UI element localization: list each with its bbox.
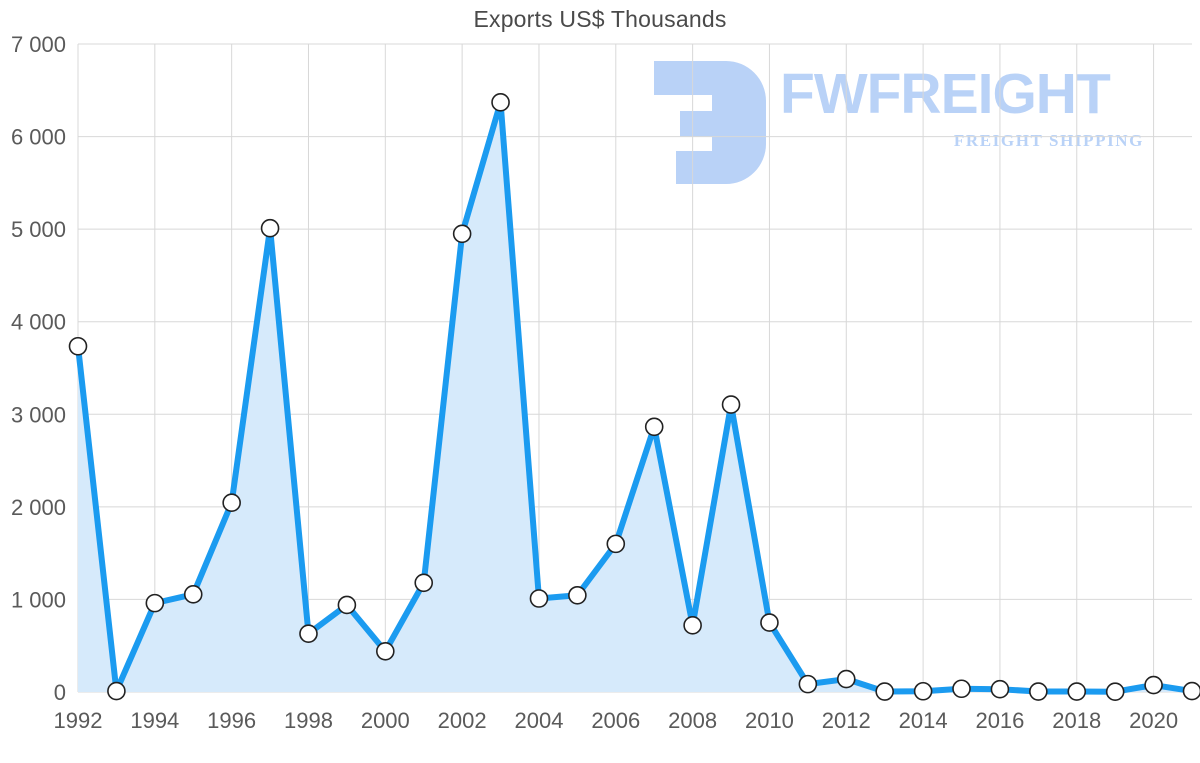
data-point-marker (606, 534, 626, 554)
data-point-marker (721, 395, 741, 414)
data-point-marker (952, 679, 971, 699)
x-axis-tick-label: 1996 (207, 708, 256, 733)
data-point-marker (913, 681, 933, 701)
y-axis-tick-label: 5 000 (11, 217, 66, 242)
x-axis-tick-label: 2016 (975, 708, 1024, 733)
x-axis-tick-label: 2012 (822, 708, 871, 733)
data-point-marker (568, 585, 587, 605)
data-point-marker (1144, 675, 1163, 695)
x-axis-tick-label: 1992 (54, 708, 103, 733)
data-point-marker (376, 641, 395, 661)
y-axis-tick-label: 7 000 (11, 32, 66, 57)
data-point-marker (107, 681, 126, 701)
y-axis-tick-label: 2 000 (11, 495, 66, 520)
data-point-marker (452, 224, 472, 244)
data-point-marker (1029, 682, 1048, 701)
data-point-marker (683, 616, 702, 635)
data-markers (68, 93, 1200, 702)
x-axis-tick-label: 2004 (514, 708, 563, 733)
data-point-marker (836, 669, 856, 689)
x-axis-tick-label: 2002 (438, 708, 487, 733)
data-point-marker (1105, 682, 1125, 702)
data-point-marker (145, 593, 165, 613)
y-axis-labels: 0 1 000 2 000 3 000 4 000 5 000 6 000 7 000 (11, 32, 66, 705)
y-axis-tick-label: 1 000 (11, 587, 66, 612)
x-axis-tick-label: 2010 (745, 708, 794, 733)
x-axis-tick-label: 2018 (1052, 708, 1101, 733)
data-point-marker (491, 93, 510, 112)
data-point-marker (990, 679, 1010, 699)
data-point-marker (183, 585, 203, 604)
area-fill-path (78, 102, 1192, 692)
data-point-marker (337, 595, 357, 615)
x-axis-tick-label: 2014 (899, 708, 948, 733)
y-axis-tick-label: 6 000 (11, 125, 66, 150)
data-point-marker (1067, 682, 1087, 701)
y-axis-tick-label: 3 000 (11, 402, 66, 427)
x-axis-tick-label: 1994 (130, 708, 179, 733)
data-point-marker (760, 613, 779, 632)
data-point-marker (798, 674, 818, 694)
x-axis-tick-label: 2006 (591, 708, 640, 733)
x-axis-tick-label: 2008 (668, 708, 717, 733)
data-point-marker (1182, 681, 1200, 701)
x-axis-labels: 1992 1994 1996 1998 2000 2002 2004 2006 2008 2010… (54, 708, 1179, 733)
data-point-marker (68, 336, 88, 356)
area-fill (78, 102, 1192, 692)
data-point-marker (875, 682, 894, 701)
x-axis-tick-label: 2020 (1129, 708, 1178, 733)
y-axis-tick-label: 0 (54, 680, 66, 705)
data-point-marker (299, 624, 318, 643)
y-axis-tick-label: 4 000 (11, 310, 66, 335)
data-point-marker (529, 589, 549, 608)
data-point-marker (644, 417, 664, 437)
data-point-marker (260, 218, 280, 238)
x-axis-tick-label: 1998 (284, 708, 333, 733)
chart-title: Exports US$ Thousands (473, 6, 727, 32)
data-point-marker (414, 573, 434, 593)
data-point-marker (222, 493, 241, 512)
x-axis-tick-label: 2000 (361, 708, 410, 733)
